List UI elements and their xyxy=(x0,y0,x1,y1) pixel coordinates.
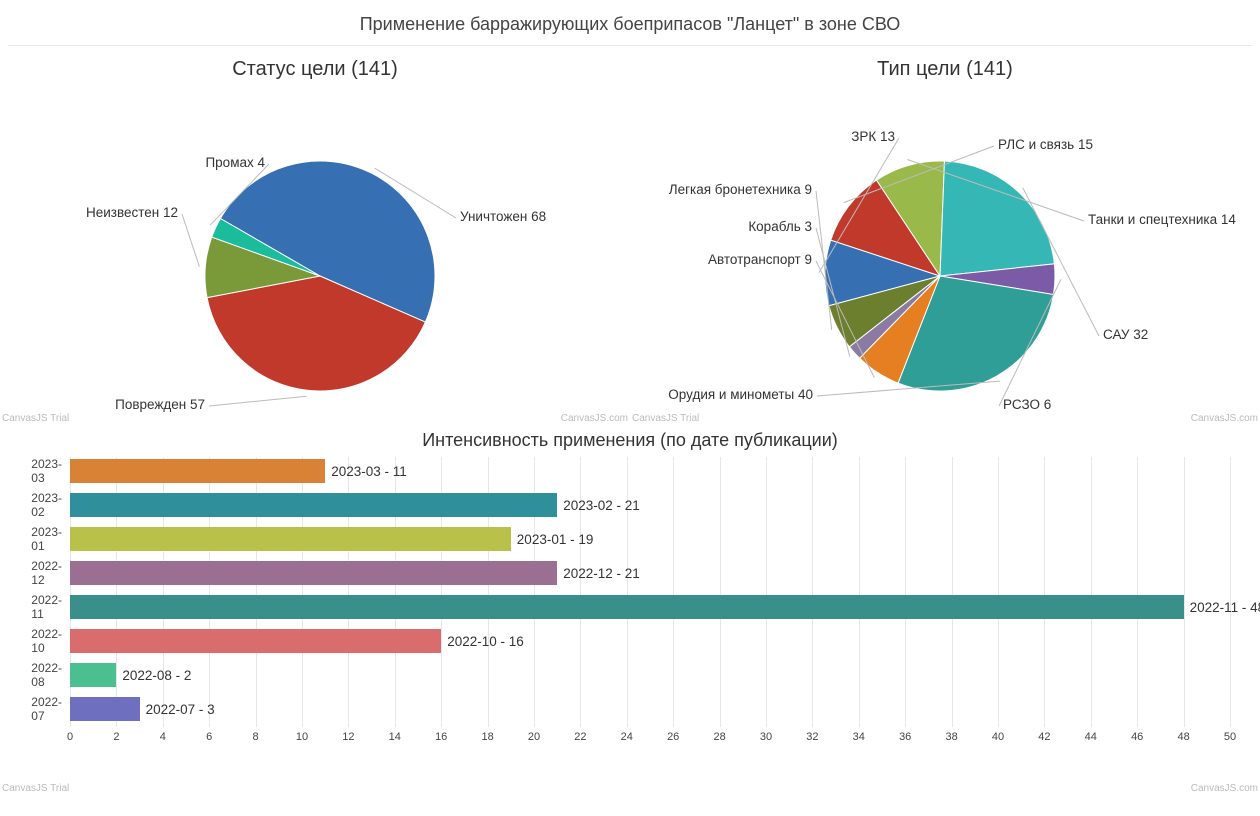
x-tick-label: 24 xyxy=(621,731,633,743)
y-axis-label: 2022-10 xyxy=(31,627,70,655)
y-axis-label: 2022-08 xyxy=(31,661,70,689)
bar[interactable] xyxy=(70,561,557,585)
x-tick-label: 8 xyxy=(253,731,259,743)
bar-row: 2023-022023-02 - 21 xyxy=(70,491,1230,519)
x-tick-label: 34 xyxy=(853,731,865,743)
bar-value-label: 2022-12 - 21 xyxy=(557,559,640,587)
y-axis-label: 2022-07 xyxy=(31,695,70,723)
bar-row: 2022-072022-07 - 3 xyxy=(70,695,1230,723)
page-title: Применение барражирующих боеприпасов "Ла… xyxy=(0,0,1260,45)
bar[interactable] xyxy=(70,697,140,721)
status-pie-panel: Статус цели (141) CanvasJS Trial CanvasJ… xyxy=(0,46,630,426)
bar-value-label: 2022-07 - 3 xyxy=(140,695,215,723)
x-tick-label: 16 xyxy=(435,731,447,743)
pie-slice[interactable] xyxy=(940,161,1054,276)
x-tick-label: 12 xyxy=(342,731,354,743)
x-tick-label: 0 xyxy=(67,731,73,743)
bar-row: 2023-032023-03 - 11 xyxy=(70,457,1230,485)
x-tick-label: 46 xyxy=(1131,731,1143,743)
x-tick-label: 18 xyxy=(481,731,493,743)
x-tick-label: 38 xyxy=(945,731,957,743)
bar-row: 2022-082022-08 - 2 xyxy=(70,661,1230,689)
bar-value-label: 2023-01 - 19 xyxy=(511,525,594,553)
bar-value-label: 2023-02 - 21 xyxy=(557,491,640,519)
bar[interactable] xyxy=(70,629,441,653)
x-tick-label: 4 xyxy=(160,731,166,743)
y-axis-label: 2022-11 xyxy=(31,593,70,621)
bar[interactable] xyxy=(70,493,557,517)
x-tick-label: 48 xyxy=(1177,731,1189,743)
x-tick-label: 10 xyxy=(296,731,308,743)
x-tick-label: 44 xyxy=(1085,731,1097,743)
x-tick-label: 40 xyxy=(992,731,1004,743)
bar-row: 2022-102022-10 - 16 xyxy=(70,627,1230,655)
y-axis-label: 2023-03 xyxy=(31,457,70,485)
y-axis-label: 2023-02 xyxy=(31,491,70,519)
watermark-trial: CanvasJS Trial xyxy=(2,783,69,794)
x-axis: 0246810121416182022242628303234363840424… xyxy=(70,727,1230,749)
bar-row: 2023-012023-01 - 19 xyxy=(70,525,1230,553)
bar-chart-title: Интенсивность применения (по дате публик… xyxy=(10,426,1250,457)
leader-line xyxy=(209,396,307,406)
pie-svg xyxy=(0,46,630,426)
bar[interactable] xyxy=(70,663,116,687)
plot-area: 2023-032023-03 - 112023-022023-02 - 2120… xyxy=(70,457,1230,727)
x-tick-label: 14 xyxy=(389,731,401,743)
top-row: Статус цели (141) CanvasJS Trial CanvasJ… xyxy=(0,46,1260,426)
bar-row: 2022-112022-11 - 48 xyxy=(70,593,1230,621)
bar-chart: 2023-032023-03 - 112023-022023-02 - 2120… xyxy=(70,457,1230,757)
x-tick-label: 36 xyxy=(899,731,911,743)
bar[interactable] xyxy=(70,527,511,551)
x-tick-label: 50 xyxy=(1224,731,1236,743)
x-tick-label: 42 xyxy=(1038,731,1050,743)
leader-line xyxy=(182,214,199,267)
y-axis-label: 2023-01 xyxy=(31,525,70,553)
bar-row: 2022-122022-12 - 21 xyxy=(70,559,1230,587)
bar-chart-panel: Интенсивность применения (по дате публик… xyxy=(0,426,1260,796)
x-tick-label: 22 xyxy=(574,731,586,743)
bar[interactable] xyxy=(70,459,325,483)
x-tick-label: 6 xyxy=(206,731,212,743)
x-tick-label: 26 xyxy=(667,731,679,743)
x-tick-label: 32 xyxy=(806,731,818,743)
x-tick-label: 30 xyxy=(760,731,772,743)
x-tick-label: 2 xyxy=(113,731,119,743)
y-axis-label: 2022-12 xyxy=(31,559,70,587)
x-tick-label: 20 xyxy=(528,731,540,743)
bar-value-label: 2022-11 - 48 xyxy=(1184,593,1260,621)
watermark-link: CanvasJS.com xyxy=(1191,783,1258,794)
bar-value-label: 2022-10 - 16 xyxy=(441,627,524,655)
bar[interactable] xyxy=(70,595,1184,619)
type-pie-panel: Тип цели (141) CanvasJS Trial CanvasJS.c… xyxy=(630,46,1260,426)
grid-line xyxy=(1230,457,1231,727)
pie-svg xyxy=(630,46,1260,426)
bar-value-label: 2022-08 - 2 xyxy=(116,661,191,689)
bar-value-label: 2023-03 - 11 xyxy=(325,457,407,485)
x-tick-label: 28 xyxy=(713,731,725,743)
